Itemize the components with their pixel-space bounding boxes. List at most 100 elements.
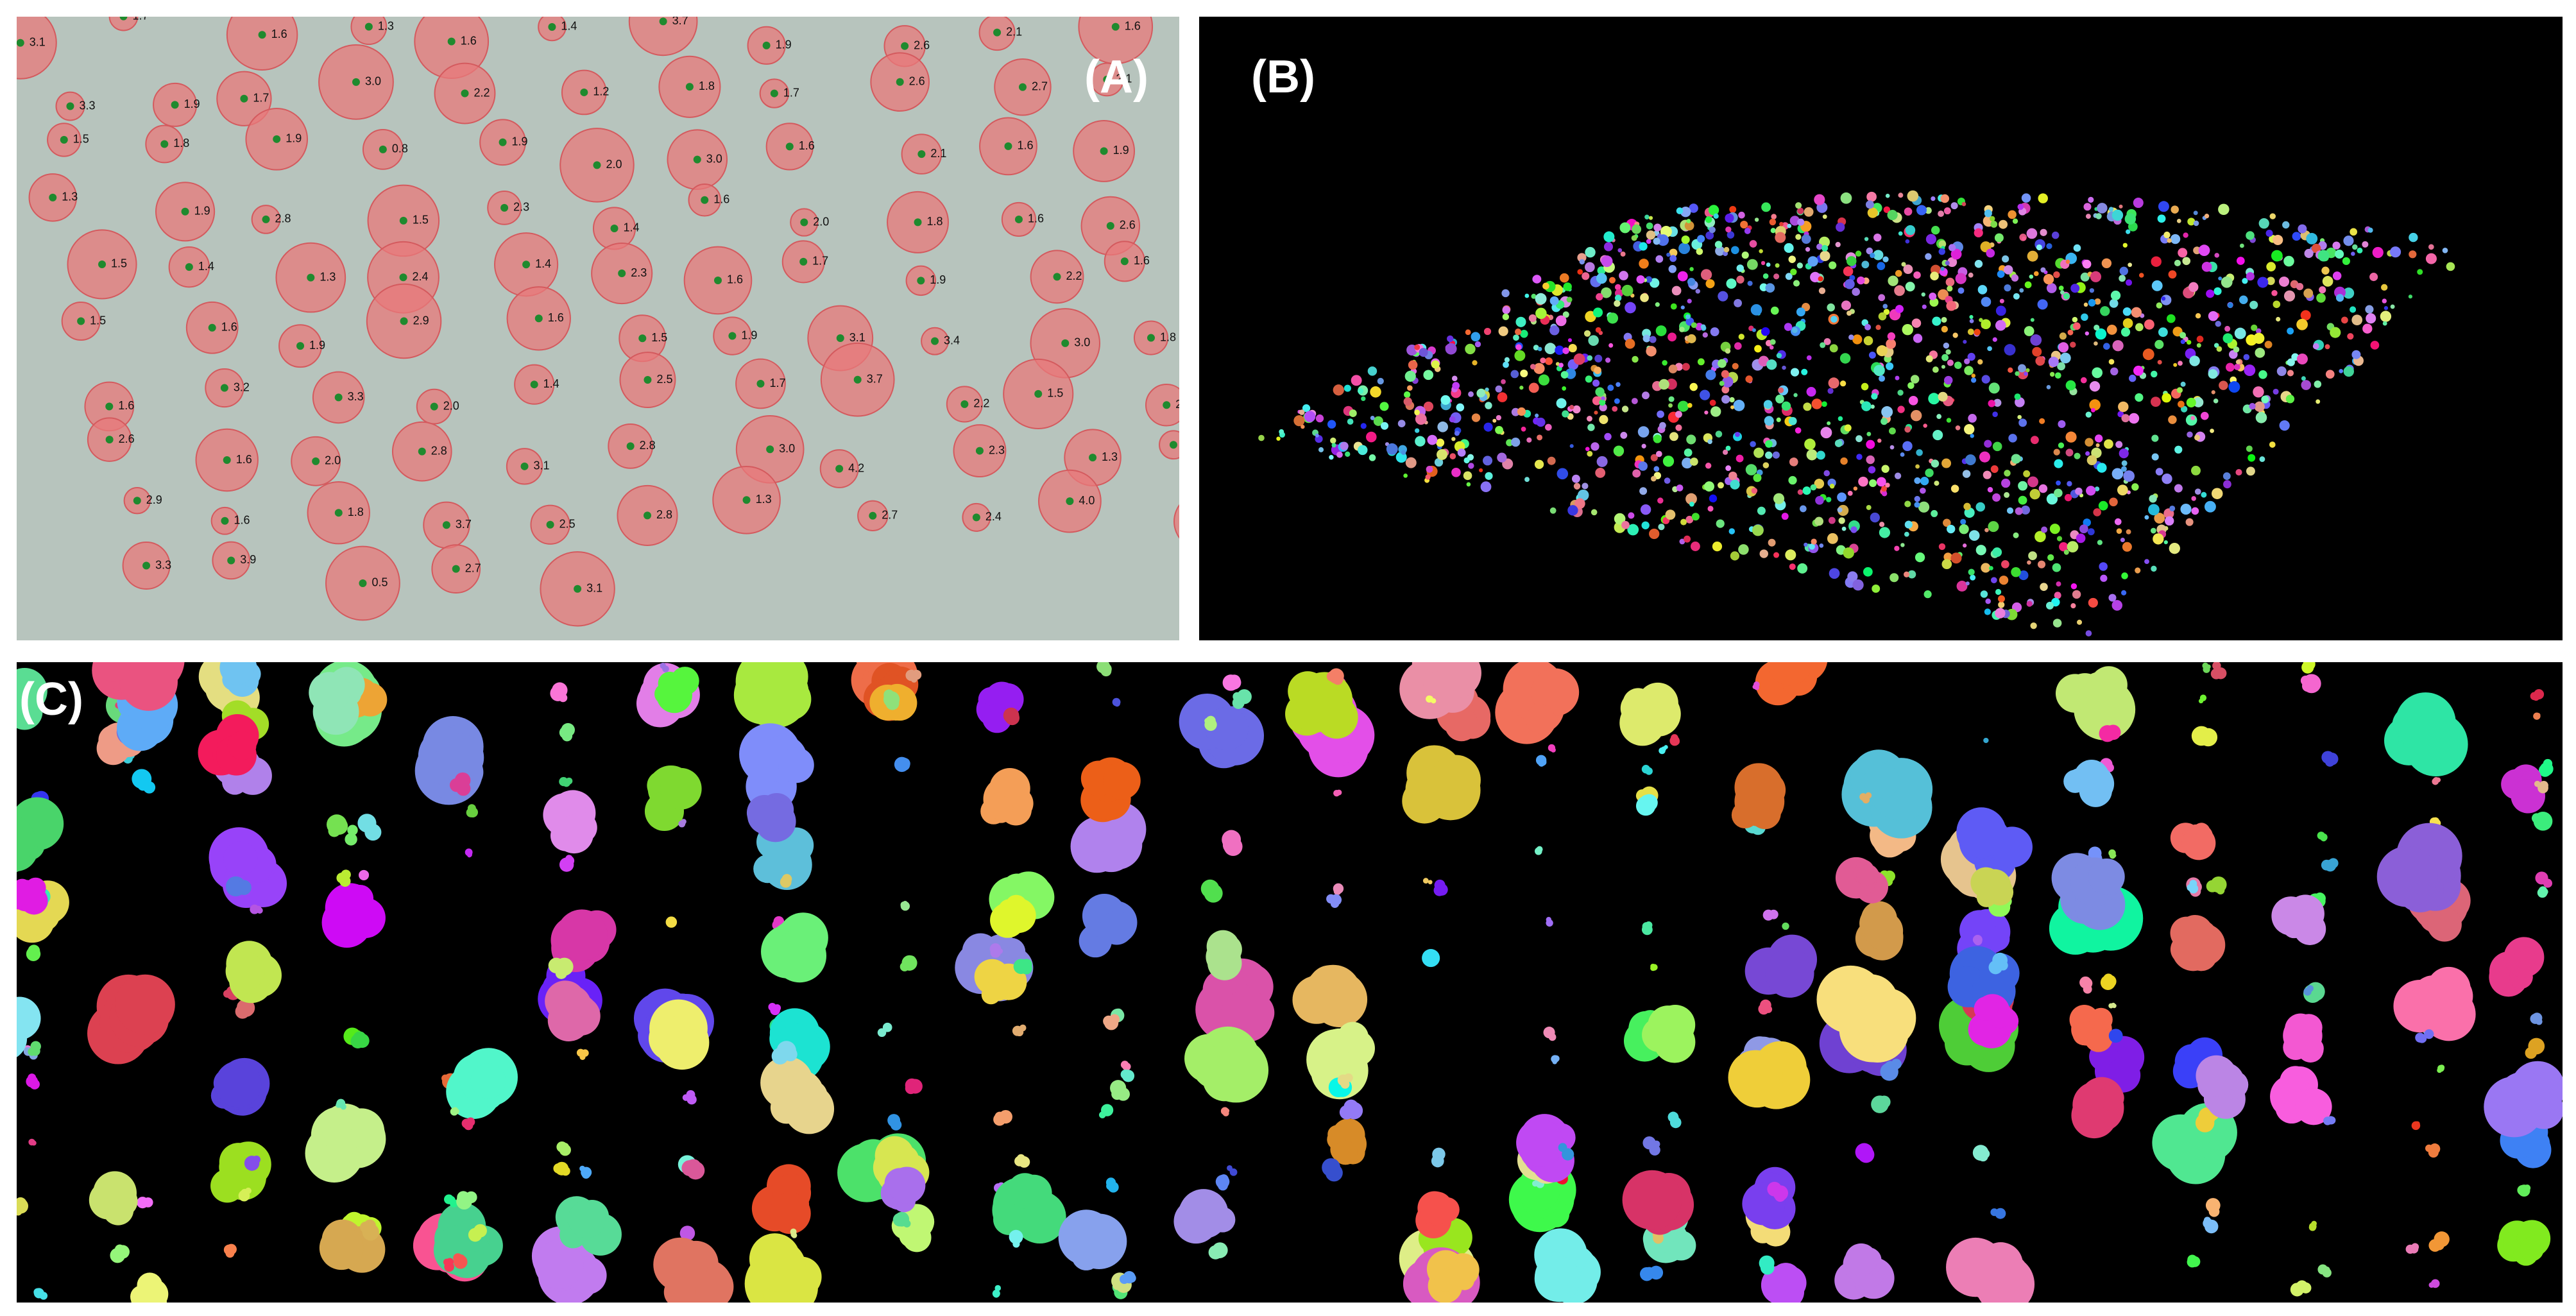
crown-segment <box>568 1200 606 1238</box>
height-label: 1.2 <box>593 85 609 98</box>
crown-segment <box>2074 760 2110 796</box>
point-cluster <box>2213 287 2222 295</box>
point-cluster <box>1990 577 1997 584</box>
point-cluster <box>2085 451 2090 456</box>
point-cluster <box>2094 298 2101 305</box>
point-cluster <box>2109 298 2119 308</box>
point-cluster <box>1655 450 1662 457</box>
tree-top <box>644 511 652 520</box>
point-cluster <box>1797 489 1804 495</box>
crown-segment <box>1123 1063 1131 1071</box>
point-cluster <box>2088 597 2098 608</box>
height-label: 2.6 <box>909 74 925 87</box>
point-cluster <box>2002 255 2009 263</box>
crown-segment <box>1653 1233 1664 1244</box>
height-label: 1.6 <box>271 28 287 40</box>
crown-segment <box>470 1063 506 1098</box>
crown-segment <box>1979 953 2020 994</box>
point-cluster <box>2417 269 2423 275</box>
point-cluster <box>1828 377 1839 389</box>
point-cluster <box>1655 325 1667 336</box>
point-cluster <box>1804 438 1816 450</box>
height-label: 2.6 <box>119 432 135 445</box>
point-cluster <box>2049 524 2060 534</box>
point-cluster <box>1928 393 1940 405</box>
crown-segment <box>215 1061 262 1107</box>
height-label: 2.9 <box>146 493 162 506</box>
point-cluster <box>1678 243 1691 255</box>
point-cluster <box>1826 497 1832 502</box>
height-label: 3.0 <box>1074 336 1090 349</box>
point-cluster <box>2026 228 2038 239</box>
point-cluster <box>1946 418 1952 423</box>
point-cluster <box>1992 411 1998 418</box>
point-cluster <box>1646 346 1657 357</box>
point-cluster <box>1925 234 1937 244</box>
point-cluster <box>2056 480 2061 486</box>
point-cluster <box>1632 355 1639 363</box>
point-cluster <box>1638 461 1648 471</box>
point-cluster <box>1616 382 1621 388</box>
point-cluster <box>1528 382 1539 393</box>
point-cluster <box>1769 345 1774 350</box>
point-cluster <box>1887 332 1896 341</box>
point-cluster <box>2065 380 2076 391</box>
height-label: 1.3 <box>1102 450 1118 463</box>
tree-top <box>296 342 305 350</box>
crown-segment <box>1428 880 1433 885</box>
point-cluster <box>1591 509 1598 516</box>
point-cluster <box>1671 286 1682 296</box>
point-cluster <box>1938 391 1948 402</box>
tree-top <box>1100 147 1108 155</box>
point-cluster <box>2242 278 2248 284</box>
point-cluster <box>2133 365 2144 376</box>
point-cluster <box>1697 235 1705 243</box>
point-cluster <box>1894 472 1902 479</box>
point-cluster <box>2370 341 2380 350</box>
point-cluster <box>1864 237 1869 241</box>
point-cluster <box>1533 363 1545 374</box>
point-cluster <box>1299 409 1305 415</box>
point-cluster <box>1822 214 1827 219</box>
point-cluster <box>2024 326 2034 336</box>
point-cluster <box>1925 207 1932 214</box>
panel-c-segments <box>17 662 2563 1303</box>
point-cluster <box>2054 592 2061 599</box>
point-cluster <box>1900 452 1905 457</box>
point-cluster <box>1601 396 1605 400</box>
point-cluster <box>2131 307 2142 318</box>
point-cluster <box>2064 493 2072 502</box>
crown-segment <box>2434 1231 2450 1247</box>
point-cluster <box>1587 450 1593 457</box>
crown-segment <box>778 747 814 783</box>
height-label: 1.8 <box>173 137 189 150</box>
point-cluster <box>1682 457 1693 469</box>
point-cluster <box>1955 425 1961 431</box>
crown-segment <box>319 1226 364 1270</box>
tree-top <box>1089 454 1097 462</box>
point-cluster <box>2178 248 2188 258</box>
point-cluster <box>1804 207 1814 217</box>
point-cluster <box>2251 324 2258 332</box>
point-cluster <box>1568 343 1577 353</box>
point-cluster <box>1347 418 1354 425</box>
crown-segment <box>2428 1282 2435 1288</box>
point-cluster <box>1907 190 1919 202</box>
point-cluster <box>1788 475 1797 485</box>
point-cluster <box>2092 367 2103 379</box>
crown-segment <box>992 1289 1000 1297</box>
point-cluster <box>1865 200 1874 209</box>
crown-segment <box>1204 884 1223 903</box>
crown-segment <box>686 1090 695 1099</box>
point-cluster <box>1778 387 1784 393</box>
point-cluster <box>1403 397 1412 406</box>
crown-segment <box>1315 696 1358 739</box>
point-cluster <box>2296 318 2308 330</box>
crown-segment <box>994 1285 1002 1292</box>
point-cluster <box>2204 214 2210 219</box>
point-cluster <box>2255 328 2262 334</box>
height-label: 1.5 <box>1047 387 1063 400</box>
point-cluster <box>1979 451 1991 463</box>
point-cluster <box>1452 382 1460 389</box>
point-cluster <box>1718 359 1727 368</box>
